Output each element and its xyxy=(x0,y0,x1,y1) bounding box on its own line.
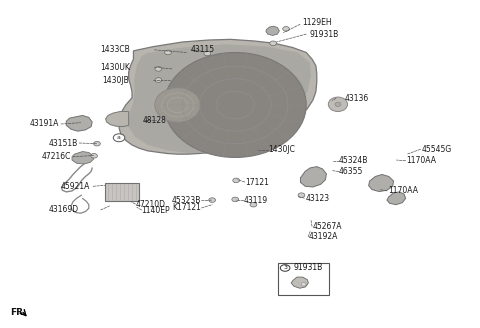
Circle shape xyxy=(165,50,171,55)
Circle shape xyxy=(270,41,276,46)
FancyBboxPatch shape xyxy=(105,183,139,201)
Polygon shape xyxy=(129,44,311,153)
Polygon shape xyxy=(300,167,326,187)
Polygon shape xyxy=(119,39,317,154)
Text: 47216C: 47216C xyxy=(42,152,71,161)
Polygon shape xyxy=(369,174,394,192)
Circle shape xyxy=(113,134,125,142)
Text: 48128: 48128 xyxy=(143,115,167,125)
Circle shape xyxy=(155,67,162,71)
Text: 45323B: 45323B xyxy=(171,196,201,205)
Text: 1170AA: 1170AA xyxy=(388,186,418,195)
Text: 91931B: 91931B xyxy=(294,263,323,273)
Text: 43169D: 43169D xyxy=(49,205,79,215)
Text: 1170AA: 1170AA xyxy=(406,156,436,165)
Circle shape xyxy=(233,178,240,183)
Text: 1430JC: 1430JC xyxy=(268,145,295,154)
Circle shape xyxy=(91,154,97,158)
Polygon shape xyxy=(291,277,308,288)
Circle shape xyxy=(94,141,100,146)
Text: 45921A: 45921A xyxy=(61,182,90,191)
Text: 46355: 46355 xyxy=(339,167,363,176)
Ellipse shape xyxy=(335,102,341,107)
Text: 43192A: 43192A xyxy=(309,232,338,241)
Text: 1430UK: 1430UK xyxy=(101,63,131,72)
Text: 47210D: 47210D xyxy=(135,199,165,209)
Circle shape xyxy=(298,193,305,197)
Text: a: a xyxy=(117,135,121,140)
Polygon shape xyxy=(266,26,279,35)
Text: 43151B: 43151B xyxy=(48,138,78,148)
Ellipse shape xyxy=(328,97,348,112)
Ellipse shape xyxy=(155,88,201,122)
Circle shape xyxy=(250,202,257,207)
Polygon shape xyxy=(387,192,406,205)
Circle shape xyxy=(155,78,162,82)
Text: 1433CB: 1433CB xyxy=(100,45,130,54)
Polygon shape xyxy=(106,112,129,127)
Text: 45545G: 45545G xyxy=(421,145,452,154)
Polygon shape xyxy=(72,152,94,164)
Text: 43191A: 43191A xyxy=(29,119,59,129)
Text: 1140EP: 1140EP xyxy=(142,206,170,215)
Text: K17121: K17121 xyxy=(172,203,201,213)
Text: 43119: 43119 xyxy=(244,196,268,205)
Text: 1430JB: 1430JB xyxy=(102,75,129,85)
Polygon shape xyxy=(66,115,92,131)
Text: FR: FR xyxy=(11,308,24,317)
Text: 17121: 17121 xyxy=(245,177,269,187)
Text: 43136: 43136 xyxy=(345,94,369,103)
FancyBboxPatch shape xyxy=(278,263,329,295)
Text: 91931B: 91931B xyxy=(310,30,339,39)
Circle shape xyxy=(232,197,239,202)
Circle shape xyxy=(204,51,211,56)
Circle shape xyxy=(301,283,306,286)
Text: 43123: 43123 xyxy=(305,194,329,203)
Text: 1129EH: 1129EH xyxy=(302,18,332,28)
Text: 45267A: 45267A xyxy=(313,222,342,231)
Circle shape xyxy=(209,198,216,202)
Text: 3: 3 xyxy=(283,265,287,271)
Ellipse shape xyxy=(164,52,306,157)
Text: 45324B: 45324B xyxy=(339,156,368,165)
Text: 43115: 43115 xyxy=(191,45,215,54)
Circle shape xyxy=(283,27,289,31)
